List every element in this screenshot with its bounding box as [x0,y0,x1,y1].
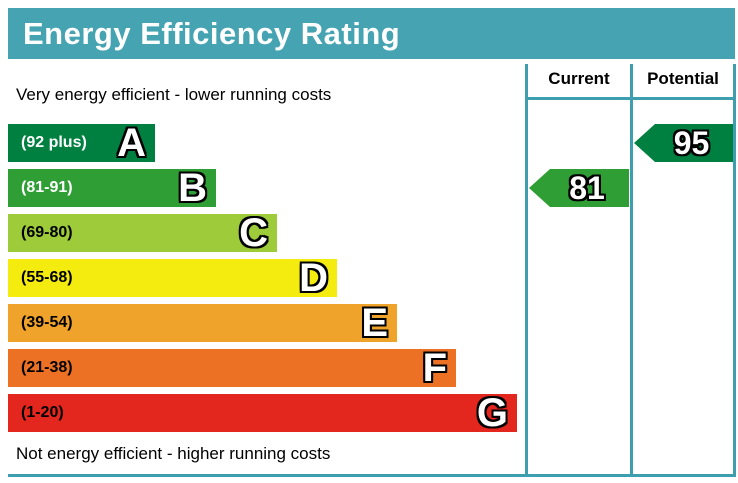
band-row-b: (81-91) B [8,166,528,214]
band-bar-f: (21-38) F [8,346,456,390]
band-row-e: (39-54) E [8,301,528,349]
table-divider-left [525,64,528,477]
current-column-header: Current [548,69,610,88]
page-title: Energy Efficiency Rating [23,16,401,51]
band-letter-c: C [239,211,268,255]
bottom-note: Not energy efficient - higher running co… [16,444,331,463]
band-range-b: (81-91) [21,179,73,196]
current-rating-value: 81 [569,169,605,206]
band-letter-b: B [178,166,207,210]
band-row-a: (92 plus) A [8,121,528,169]
title-banner: Energy Efficiency Rating [8,8,735,59]
potential-rating-value: 95 [673,124,710,161]
band-range-a: (92 plus) [21,134,87,151]
table-divider-right [733,64,736,477]
table-header-underline [525,97,736,100]
potential-column-header: Potential [647,69,719,88]
band-row-d: (55-68) D [8,256,528,304]
band-letter-e: E [361,301,388,345]
band-letter-g: G [476,391,508,435]
band-range-d: (55-68) [21,269,73,286]
table-divider-middle [630,64,633,477]
band-bar-e: (39-54) E [8,301,397,345]
band-bar-g: (1-20) G [8,391,517,435]
band-letter-a: A [117,121,146,165]
band-bar-a: (92 plus) A [8,121,155,165]
band-letter-d: D [299,256,328,300]
band-row-c: (69-80) C [8,211,528,259]
band-row-f: (21-38) F [8,346,528,394]
band-letter-f: F [422,346,447,390]
table-bottom-line [8,474,736,477]
band-bar-b: (81-91) B [8,166,216,210]
band-range-c: (69-80) [21,224,73,241]
rating-bands: (92 plus) A (81-91) B (69-80) C (55-68) … [8,121,528,439]
band-row-g: (1-20) G [8,391,528,439]
band-range-g: (1-20) [21,404,64,421]
top-note: Very energy efficient - lower running co… [16,85,332,104]
band-bar-d: (55-68) D [8,256,337,300]
band-range-f: (21-38) [21,359,73,376]
potential-rating-arrow: 95 [634,124,733,162]
band-range-e: (39-54) [21,314,73,331]
current-rating-arrow: 81 [529,169,629,207]
band-bar-c: (69-80) C [8,211,277,255]
